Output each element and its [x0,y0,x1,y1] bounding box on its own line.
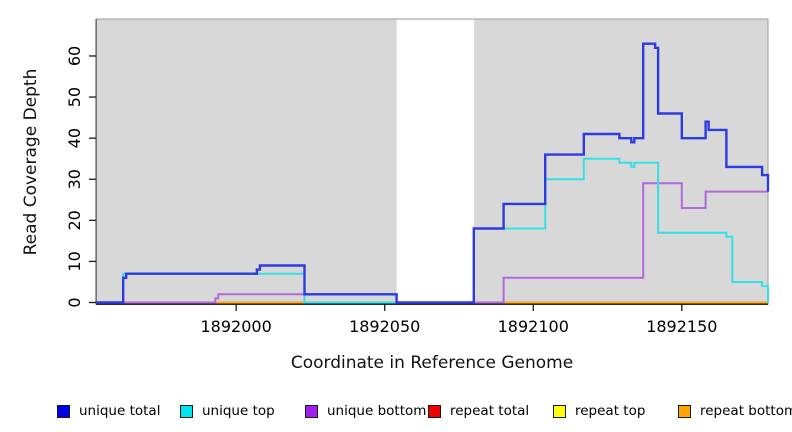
x-tick-label: 1892000 [201,317,272,336]
legend-label: repeat total [450,403,530,419]
legend-label: unique total [79,403,161,419]
legend-swatch-repeat-bottom [678,404,691,418]
x-axis-title: Coordinate in Reference Genome [290,353,574,373]
x-tick-label: 1892100 [498,317,569,336]
y-tick-label: 30 [65,169,84,189]
x-tick-label: 1892150 [646,317,717,336]
y-tick-label: 40 [65,128,84,148]
legend-swatch-unique-top [180,404,193,418]
legend-label: unique bottom [327,403,427,419]
legend-label: unique top [202,403,275,419]
legend-swatch-unique-total [57,404,70,418]
masked-region [396,19,474,304]
x-tick-label: 1892050 [349,317,420,336]
legend-swatch-repeat-top [553,404,566,418]
y-tick-label: 0 [65,297,84,307]
series-line-unique-total [96,42,770,304]
legend-item-repeat-bottom: repeat bottom [678,401,792,421]
y-axis-title: Read Coverage Depth [21,68,41,256]
legend-swatch-repeat-total [428,404,441,418]
y-tick-label: 20 [65,210,84,230]
legend-item-repeat-total: repeat total [428,401,529,421]
legend-swatch-unique-bottom [305,404,318,418]
legend-item-unique-top: unique top [180,401,275,421]
legend-label: repeat bottom [700,403,792,419]
series-line-unique-top [96,157,769,304]
legend-item-unique-bottom: unique bottom [305,401,426,421]
series-line-unique-bottom [96,182,768,304]
legend: unique total unique top unique bottom repea… [0,401,792,423]
y-tick-label: 50 [65,87,84,107]
y-tick-label: 60 [65,46,84,66]
legend-label: repeat top [575,403,646,419]
legend-item-repeat-top: repeat top [553,401,645,421]
legend-item-unique-total: unique total [57,401,160,421]
y-tick-label: 10 [65,251,84,271]
